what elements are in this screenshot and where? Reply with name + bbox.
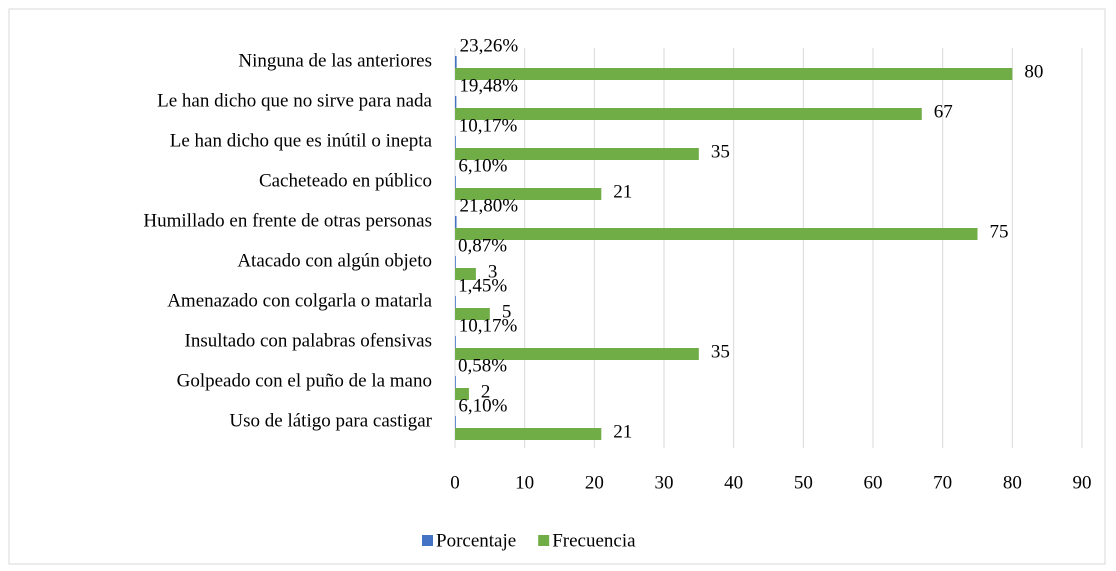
data-label: 2 <box>481 381 491 402</box>
category-label: Insultado con palabras ofensivas <box>185 330 432 351</box>
data-label: 80 <box>1024 61 1043 82</box>
data-label: 19,48% <box>459 75 518 96</box>
x-tick-label: 0 <box>450 472 460 493</box>
x-tick-label: 70 <box>933 472 952 493</box>
bar <box>455 176 456 188</box>
category-label: Atacado con algún objeto <box>237 250 432 271</box>
bar <box>455 416 456 428</box>
legend-swatch <box>538 535 550 546</box>
x-tick-label: 10 <box>515 472 534 493</box>
bar <box>455 308 490 320</box>
data-label: 0,58% <box>458 355 507 376</box>
category-label: Le han dicho que no sirve para nada <box>157 90 432 111</box>
data-label: 0,87% <box>458 235 507 256</box>
legend-label: Porcentaje <box>436 530 516 551</box>
bar <box>455 136 456 148</box>
category-label: Cacheteado en público <box>259 170 432 191</box>
legend-label: Frecuencia <box>552 530 636 551</box>
data-label: 21,80% <box>460 195 519 216</box>
bar <box>455 188 602 200</box>
data-label: 21 <box>613 421 632 442</box>
data-label: 6,10% <box>458 155 507 176</box>
category-label: Uso de látigo para castigar <box>229 410 432 431</box>
data-label: 5 <box>502 301 512 322</box>
category-label: Ninguna de las anteriores <box>238 50 432 71</box>
x-tick-label: 50 <box>794 472 813 493</box>
bar <box>455 108 922 120</box>
x-tick-label: 80 <box>1003 472 1022 493</box>
bar <box>455 268 476 280</box>
data-label: 6,10% <box>458 395 507 416</box>
category-label: Amenazado con colgarla o matarla <box>167 290 432 311</box>
category-label: Le han dicho que es inútil o inepta <box>170 130 433 151</box>
bar <box>455 228 978 240</box>
bar <box>455 388 469 400</box>
bar <box>455 336 456 348</box>
data-label: 67 <box>934 101 953 122</box>
bar <box>455 376 456 388</box>
legend-swatch <box>422 535 433 546</box>
category-label: Golpeado con el puño de la mano <box>177 370 432 391</box>
x-tick-label: 90 <box>1073 472 1092 493</box>
x-tick-label: 30 <box>655 472 674 493</box>
x-tick-label: 40 <box>724 472 743 493</box>
data-label: 35 <box>711 141 730 162</box>
bar <box>455 56 457 68</box>
bar <box>455 216 457 228</box>
bar <box>455 348 699 360</box>
data-label: 3 <box>488 261 498 282</box>
bar <box>455 428 602 440</box>
chart-border <box>8 8 1106 565</box>
bar <box>455 296 456 308</box>
x-tick-label: 20 <box>585 472 604 493</box>
data-label: 21 <box>613 181 632 202</box>
category-label: Humillado en frente de otras personas <box>143 210 432 231</box>
data-label: 10,17% <box>459 315 518 336</box>
data-label: 75 <box>990 221 1009 242</box>
data-label: 35 <box>711 341 730 362</box>
data-label: 10,17% <box>459 115 518 136</box>
bar <box>455 256 456 268</box>
bar <box>455 68 1013 80</box>
bar <box>455 148 699 160</box>
x-tick-label: 60 <box>864 472 883 493</box>
data-label: 23,26% <box>460 35 519 56</box>
data-label: 1,45% <box>458 275 507 296</box>
bar <box>455 96 457 108</box>
